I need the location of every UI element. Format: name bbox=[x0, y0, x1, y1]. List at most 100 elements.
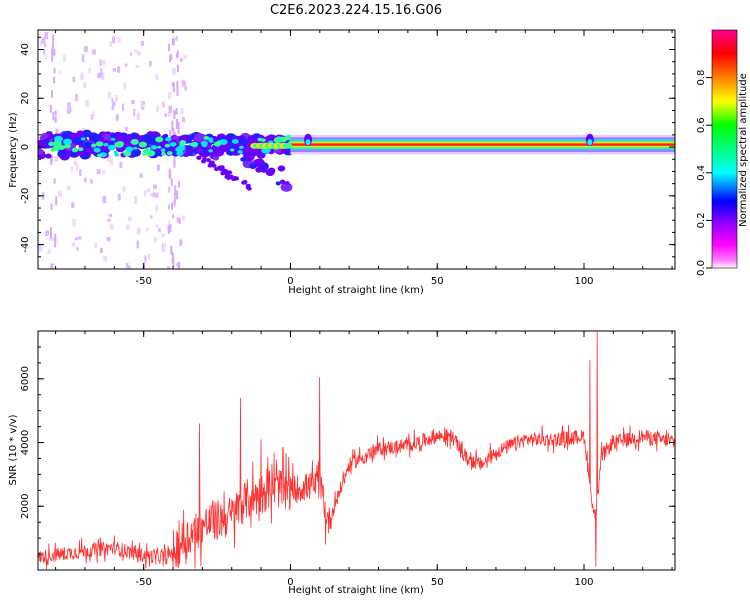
noise-speck bbox=[168, 105, 173, 114]
noise-speck bbox=[112, 67, 116, 72]
noise-speck bbox=[167, 204, 171, 210]
spectral-peak bbox=[155, 136, 164, 143]
noise-speck bbox=[38, 244, 43, 252]
spectral-peak bbox=[165, 136, 172, 142]
spectral-peak bbox=[107, 144, 116, 151]
noise-speck bbox=[106, 236, 111, 242]
noise-speck bbox=[76, 247, 79, 251]
spectral-peak bbox=[48, 141, 55, 147]
noise-speck bbox=[137, 51, 141, 56]
y-tick-label: 40 bbox=[20, 43, 31, 56]
noise-speck bbox=[168, 91, 172, 99]
noise-speck bbox=[91, 111, 95, 118]
noise-speck bbox=[123, 82, 127, 90]
noise-speck bbox=[179, 239, 183, 246]
noise-speck bbox=[124, 126, 128, 132]
noise-speck bbox=[106, 154, 111, 162]
y-tick-label: -40 bbox=[20, 236, 31, 252]
noise-speck bbox=[70, 166, 74, 172]
spectral-blob bbox=[275, 181, 281, 186]
noise-speck bbox=[100, 68, 103, 76]
spectral-peak bbox=[157, 145, 162, 149]
noise-speck bbox=[92, 49, 96, 55]
noise-speck bbox=[54, 157, 58, 161]
noise-speck bbox=[110, 158, 114, 165]
spectral-peak bbox=[261, 148, 270, 154]
spectral-peak bbox=[207, 137, 214, 142]
noise-speck bbox=[41, 37, 46, 45]
figure-title: C2E6.2023.224.15.16.G06 bbox=[270, 3, 442, 18]
colorbar-tick-label: 0.0 bbox=[696, 260, 707, 276]
spectral-peak bbox=[213, 141, 222, 147]
x-tick-label: 100 bbox=[574, 276, 593, 287]
noise-speck bbox=[43, 44, 47, 48]
noise-streak bbox=[54, 239, 57, 248]
noise-speck bbox=[112, 36, 115, 44]
spectral-peak bbox=[201, 143, 208, 148]
noise-speck bbox=[73, 160, 78, 166]
spectral-blob bbox=[260, 167, 268, 173]
spectral-tail bbox=[242, 180, 248, 185]
spectral-peak bbox=[231, 139, 239, 144]
spectral-tail bbox=[224, 172, 230, 177]
spectral-peak bbox=[219, 139, 228, 145]
spectral-blob bbox=[285, 181, 290, 185]
noise-streak bbox=[178, 218, 181, 225]
spectrogram-x-axis-label: Height of straight line (km) bbox=[288, 285, 424, 296]
noise-speck bbox=[117, 37, 122, 43]
noise-speck bbox=[81, 127, 86, 132]
noise-streak bbox=[170, 245, 173, 254]
noise-streak bbox=[55, 196, 58, 206]
spectral-blob bbox=[73, 137, 82, 144]
spectral-blob bbox=[197, 150, 203, 155]
noise-speck bbox=[58, 190, 62, 197]
noise-speck bbox=[167, 266, 170, 269]
noise-streak bbox=[53, 178, 56, 184]
noise-speck bbox=[72, 219, 76, 227]
noise-speck bbox=[103, 255, 108, 262]
colorbar-ticks: 0.0 0.2 0.4 0.6 0.8 bbox=[696, 70, 712, 276]
noise-streak bbox=[177, 127, 180, 134]
noise-speck bbox=[184, 86, 188, 91]
spectral-peak bbox=[53, 144, 62, 151]
spectral-peak bbox=[123, 150, 132, 157]
noise-speck bbox=[83, 81, 87, 88]
spectral-peak bbox=[208, 149, 214, 153]
spectral-peak bbox=[93, 147, 101, 153]
noise-speck bbox=[125, 262, 129, 268]
noise-speck bbox=[134, 196, 138, 205]
x-tick-label: 0 bbox=[287, 276, 293, 287]
noise-speck bbox=[80, 72, 84, 81]
noise-speck bbox=[110, 223, 114, 230]
spectral-blob bbox=[39, 135, 45, 141]
noise-speck bbox=[140, 40, 145, 46]
spectral-blob bbox=[122, 137, 127, 141]
spectral-blob bbox=[110, 133, 116, 139]
spectral-peak bbox=[142, 152, 147, 156]
noise-speck bbox=[183, 54, 187, 59]
spectral-blob bbox=[57, 150, 66, 158]
noise-streak bbox=[168, 168, 171, 179]
spectral-blob bbox=[178, 135, 188, 143]
band-bump-core bbox=[587, 139, 593, 146]
noise-speck bbox=[156, 223, 159, 228]
noise-speck bbox=[111, 101, 116, 106]
snr-x-axis-label: Height of straight line (km) bbox=[288, 585, 424, 596]
spectral-blob bbox=[194, 147, 199, 152]
noise-speck bbox=[133, 108, 136, 116]
band-bump-core bbox=[305, 139, 311, 146]
colorbar-tick-label: 0.2 bbox=[696, 212, 707, 228]
noise-speck bbox=[173, 194, 176, 202]
noise-speck bbox=[134, 49, 138, 54]
spectrogram-panel: -50 0 50 100 -40 -20 0 20 40 Height of straight… bbox=[8, 29, 676, 296]
spectral-peak bbox=[203, 135, 210, 140]
noise-speck bbox=[85, 99, 89, 107]
noise-speck bbox=[172, 67, 176, 75]
noise-streak bbox=[52, 41, 55, 49]
noise-speck bbox=[119, 161, 123, 169]
noise-speck bbox=[102, 195, 107, 204]
noise-speck bbox=[175, 35, 178, 41]
noise-streak bbox=[177, 180, 180, 188]
noise-streak bbox=[174, 185, 177, 195]
noise-streak bbox=[50, 90, 53, 98]
